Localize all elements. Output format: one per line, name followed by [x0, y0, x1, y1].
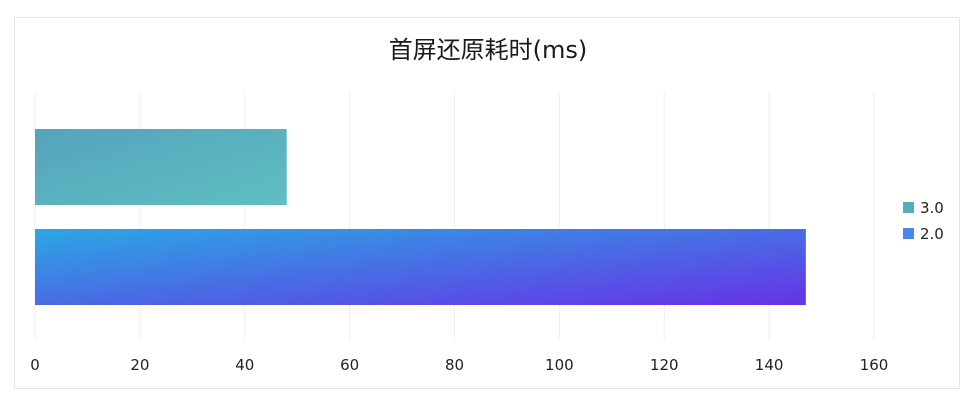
x-tick-label: 60 — [340, 356, 359, 374]
legend[interactable]: 3.02.0 — [903, 199, 944, 243]
x-tick-label: 120 — [650, 356, 679, 374]
x-axis-ticks: 0 20 40 60 80 100 120 140 160 — [30, 356, 888, 374]
legend-item-2.0[interactable]: 2.0 — [903, 225, 944, 243]
chart-title: 首屏还原耗时(ms) — [389, 36, 588, 64]
bar-3.0[interactable] — [35, 129, 287, 205]
legend-swatch — [903, 228, 914, 239]
bars — [35, 129, 806, 305]
x-tick-label: 80 — [445, 356, 464, 374]
bar-2.0[interactable] — [35, 229, 806, 305]
x-tick-label: 40 — [235, 356, 254, 374]
legend-swatch — [903, 202, 914, 213]
x-tick-label: 20 — [130, 356, 149, 374]
x-tick-label: 0 — [30, 356, 40, 374]
legend-item-3.0[interactable]: 3.0 — [903, 199, 944, 217]
x-tick-label: 100 — [545, 356, 574, 374]
x-tick-label: 160 — [860, 356, 889, 374]
legend-label: 2.0 — [920, 225, 944, 243]
x-tick-label: 140 — [755, 356, 784, 374]
legend-label: 3.0 — [920, 199, 944, 217]
